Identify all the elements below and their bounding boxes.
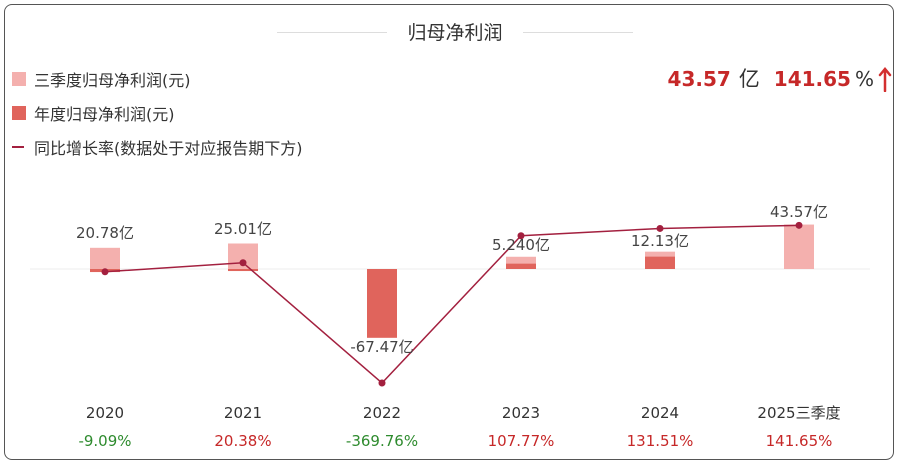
x-tick-label-5: 2025三季度 — [757, 404, 840, 422]
growth-pct-label-3: 107.77% — [488, 432, 555, 450]
growth-point-1[interactable] — [239, 259, 247, 267]
title-area: 归母净利润 — [5, 15, 895, 47]
legend-swatch-growth — [12, 146, 24, 148]
title-divider-left — [277, 32, 387, 33]
summary-readout: 43.57 亿 141.65 % — [668, 60, 892, 93]
title-divider-right — [523, 32, 633, 33]
growth-pct-label-0: -9.09% — [78, 432, 131, 450]
chart-card: 归母净利润 — [4, 4, 894, 460]
summary-value: 43.57 — [667, 67, 731, 91]
growth-pct-label-4: 131.51% — [627, 432, 694, 450]
x-tick-label-1: 2021 — [224, 404, 262, 422]
growth-line — [104, 224, 800, 385]
summary-pct: 141.65 — [773, 67, 851, 91]
growth-point-3[interactable] — [517, 232, 525, 240]
growth-pct-label-5: 141.65% — [766, 432, 833, 450]
growth-line-group — [101, 221, 803, 387]
legend-item-annual[interactable]: 年度归母净利润(元) — [12, 96, 303, 130]
data-labels-group: 20.78亿 25.01亿 -67.47亿 5.240亿 12.13亿 43.57亿 — [76, 203, 828, 356]
growth-point-2[interactable] — [378, 379, 386, 387]
legend-label-annual: 年度归母净利润(元) — [34, 105, 175, 124]
data-label-0: 20.78亿 — [76, 224, 134, 242]
data-label-5: 43.57亿 — [770, 203, 828, 221]
growth-pct-label-2: -369.76% — [346, 432, 418, 450]
bar-annual-4[interactable] — [645, 256, 675, 269]
bar-q3-5[interactable] — [784, 224, 814, 269]
data-label-4: 12.13亿 — [631, 232, 689, 250]
data-label-2: -67.47亿 — [350, 338, 413, 356]
legend-item-q3[interactable]: 三季度归母净利润(元) — [12, 62, 303, 96]
summary-pct-sign: % — [854, 67, 874, 91]
data-label-3: 5.240亿 — [492, 236, 550, 254]
legend-swatch-q3 — [12, 72, 26, 86]
data-label-1: 25.01亿 — [214, 220, 272, 238]
legend-item-growth[interactable]: 同比增长率(数据处于对应报告期下方) — [12, 130, 303, 164]
bars-group — [90, 224, 814, 338]
legend-label-q3: 三季度归母净利润(元) — [34, 71, 191, 90]
x-tick-label-2: 2022 — [363, 404, 401, 422]
growth-point-4[interactable] — [656, 224, 664, 232]
up-arrow-icon — [878, 66, 892, 97]
summary-unit: 亿 — [738, 67, 760, 91]
bar-annual-2[interactable] — [367, 269, 397, 338]
x-tick-label-3: 2023 — [502, 404, 540, 422]
legend: 三季度归母净利润(元) 年度归母净利润(元) 同比增长率(数据处于对应报告期下方… — [12, 62, 303, 164]
chart-title: 归母净利润 — [407, 22, 503, 44]
bar-annual-1[interactable] — [228, 269, 258, 272]
x-tick-label-0: 2020 — [86, 404, 124, 422]
x-axis: 2020 -9.09% 2021 20.38% 2022 -369.76% 2023 107.… — [78, 404, 840, 450]
x-tick-label-4: 2024 — [641, 404, 679, 422]
legend-label-growth: 同比增长率(数据处于对应报告期下方) — [34, 139, 303, 158]
growth-point-5[interactable] — [795, 221, 803, 229]
growth-point-0[interactable] — [101, 268, 109, 276]
growth-pct-label-1: 20.38% — [214, 432, 271, 450]
bar-q3-0[interactable] — [90, 247, 120, 269]
legend-swatch-annual — [12, 106, 26, 120]
bar-annual-3[interactable] — [506, 263, 536, 269]
